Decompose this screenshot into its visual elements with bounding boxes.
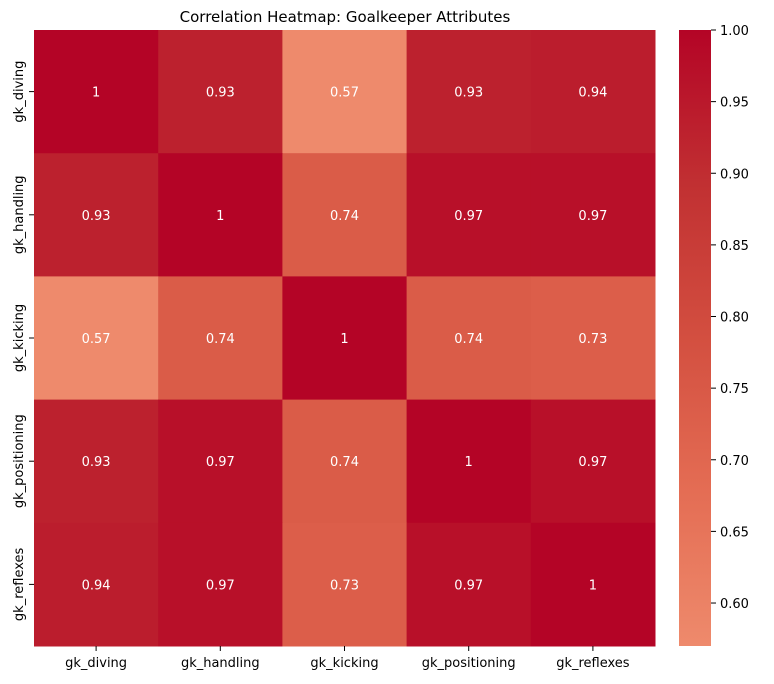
heatmap-cell-r2-c3	[406, 276, 532, 401]
cell-annotation-r0-c1: 0.93	[206, 86, 235, 101]
heatmap-cell-r2-c4	[530, 276, 656, 401]
heatmap-cell-r4-c0	[34, 522, 159, 647]
cell-annotation-r4-c1: 0.97	[206, 578, 235, 593]
cell-annotation-r0-c0: 1	[92, 86, 100, 101]
heatmap-cell-r3-c0	[34, 399, 159, 524]
y-tick-label-2: gk_kicking	[12, 304, 27, 372]
cell-annotation-r4-c2: 0.73	[330, 578, 359, 593]
cell-annotation-r3-c4: 0.97	[578, 455, 607, 470]
cell-annotation-r2-c2: 1	[340, 332, 348, 347]
y-axis: gk_diving gk_handling gk_kicking gk_positio…	[12, 61, 34, 621]
y-tick-label-0: gk_diving	[12, 61, 27, 123]
x-tick-label-4: gk_reflexes	[556, 656, 630, 671]
cell-annotation-r3-c2: 0.74	[330, 455, 359, 470]
cell-annotation-r1-c2: 0.74	[330, 209, 359, 224]
heatmap-cells	[34, 30, 656, 647]
x-axis: gk_diving gk_handling gk_kicking gk_positio…	[65, 646, 630, 671]
heatmap-cell-r1-c3	[406, 153, 532, 277]
heatmap-cell-r0-c0	[34, 30, 159, 154]
colorbar-tick-label-2: 0.70	[720, 454, 749, 469]
colorbar-tick-label-1: 0.65	[720, 525, 749, 540]
chart-title: Correlation Heatmap: Goalkeeper Attribut…	[180, 8, 511, 26]
cell-annotation-r2-c3: 0.74	[454, 332, 483, 347]
heatmap-cell-r4-c2	[282, 522, 408, 647]
y-tick-label-3: gk_positioning	[12, 414, 27, 508]
cell-annotation-r4-c4: 1	[589, 578, 597, 593]
cell-annotation-r3-c3: 1	[465, 455, 473, 470]
cell-annotation-r3-c1: 0.97	[206, 455, 235, 470]
cell-annotation-r0-c3: 0.93	[454, 86, 483, 101]
colorbar-tick-label-5: 0.85	[720, 239, 749, 254]
heatmap-cell-r4-c4	[530, 522, 656, 647]
heatmap-cell-r0-c4	[530, 30, 656, 154]
colorbar-gradient	[679, 30, 711, 646]
cell-annotation-r4-c0: 0.94	[82, 578, 111, 593]
heatmap-cell-r0-c2	[282, 30, 408, 154]
colorbar-tick-label-4: 0.80	[720, 311, 749, 326]
cell-annotation-r0-c2: 0.57	[330, 86, 359, 101]
colorbar-tick-label-6: 0.90	[720, 167, 749, 182]
colorbar-tick-label-0: 0.60	[720, 597, 749, 612]
heatmap-cell-r3-c1	[158, 399, 283, 524]
heatmap-cell-r1-c0	[34, 153, 159, 277]
heatmap-annotations: 1 0.93 0.57 0.93 0.94 0.93 1 0.74 0.97 0.97 0.57 0.…	[82, 86, 608, 594]
cell-annotation-r0-c4: 0.94	[578, 86, 607, 101]
heatmap-cell-r3-c2	[282, 399, 408, 524]
cell-annotation-r1-c3: 0.97	[454, 209, 483, 224]
cell-annotation-r2-c1: 0.74	[206, 332, 235, 347]
heatmap-cell-r2-c0	[34, 276, 159, 401]
cell-annotation-r4-c3: 0.97	[454, 578, 483, 593]
heatmap-cell-r1-c4	[530, 153, 656, 277]
x-tick-label-1: gk_handling	[181, 656, 260, 671]
heatmap-cell-r3-c3	[406, 399, 532, 524]
colorbar-tick-label-3: 0.75	[720, 382, 749, 397]
colorbar: 0.60 0.65 0.70 0.75 0.80 0.85 0.90 0.95 1.00	[679, 24, 749, 646]
heatmap-cell-r2-c2	[282, 276, 408, 401]
y-tick-label-1: gk_handling	[12, 175, 27, 254]
heatmap-cell-r4-c3	[406, 522, 532, 647]
heatmap-cell-r1-c2	[282, 153, 408, 277]
heatmap-cell-r3-c4	[530, 399, 656, 524]
x-tick-label-3: gk_positioning	[422, 656, 516, 671]
colorbar-tick-label-7: 0.95	[720, 96, 749, 111]
cell-annotation-r2-c0: 0.57	[82, 332, 111, 347]
y-tick-label-4: gk_reflexes	[12, 548, 27, 622]
x-tick-label-2: gk_kicking	[310, 656, 378, 671]
cell-annotation-r3-c0: 0.93	[82, 455, 111, 470]
colorbar-tick-label-8: 1.00	[720, 24, 749, 39]
heatmap-cell-r2-c1	[158, 276, 283, 401]
heatmap-cell-r1-c1	[158, 153, 283, 277]
cell-annotation-r1-c1: 1	[216, 209, 224, 224]
cell-annotation-r1-c0: 0.93	[82, 209, 111, 224]
heatmap-cell-r0-c1	[158, 30, 283, 154]
cell-annotation-r2-c4: 0.73	[578, 332, 607, 347]
x-tick-label-0: gk_diving	[65, 656, 127, 671]
heatmap-cell-r0-c3	[406, 30, 532, 154]
heatmap-cell-r4-c1	[158, 522, 283, 647]
cell-annotation-r1-c4: 0.97	[578, 209, 607, 224]
